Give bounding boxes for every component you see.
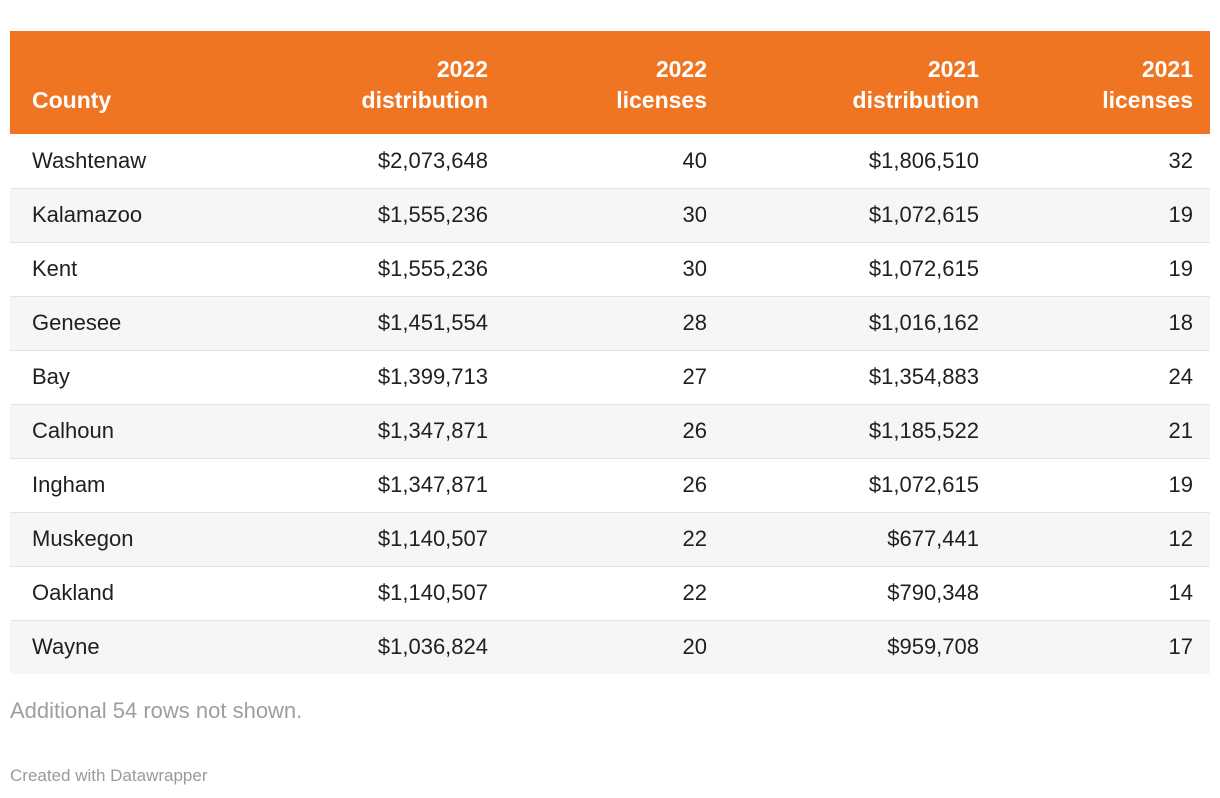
table-cell-2021-distribution: $1,072,615	[724, 457, 996, 512]
table-cell-2021-licenses: 32	[1168, 147, 1193, 173]
table-row: Muskegon $1,140,507 22 $677,441 12	[10, 511, 1210, 566]
table-cell-county: Ingham	[10, 457, 260, 512]
table-cell-2022-distribution: $1,347,871	[260, 457, 505, 512]
table-cell-2021-licenses: 17	[996, 619, 1210, 674]
table-cell-2022-licenses: 20	[505, 619, 724, 674]
table-cell-2021-licenses: 19	[996, 457, 1210, 512]
table-row: Bay $1,399,713 27 $1,354,883 24	[10, 349, 1210, 404]
table-cell-2022-distribution: $2,073,648	[377, 147, 488, 173]
table-cell-2022-distribution: $1,036,824	[260, 619, 505, 674]
table-cell-2022-licenses: 22	[505, 511, 724, 566]
table-cell-2022-distribution: $1,347,871	[260, 403, 505, 458]
column-header-county: County	[10, 31, 260, 134]
table-cell-2021-licenses: 12	[996, 511, 1210, 566]
table-cell-2022-licenses: 30	[505, 241, 724, 296]
rows-not-shown-note: Additional 54 rows not shown.	[10, 698, 303, 723]
table-cell-county: Oakland	[10, 565, 260, 620]
table-cell-county: Genesee	[10, 295, 260, 350]
header-row: County 2022 distribution 2022 licenses 2…	[10, 31, 1210, 134]
table-row: Oakland $1,140,507 22 $790,348 14	[10, 565, 1210, 620]
datawrapper-attribution: Created with Datawrapper	[10, 766, 208, 785]
table-cell-2022-licenses: 28	[505, 295, 724, 350]
table-cell-2021-licenses: 18	[996, 295, 1210, 350]
table-cell-2021-licenses: 19	[996, 241, 1210, 296]
table-cell-2022-licenses: 26	[505, 457, 724, 512]
table-cell-2021-distribution: $1,016,162	[724, 295, 996, 350]
table-row: Calhoun $1,347,871 26 $1,185,522 21	[10, 403, 1210, 458]
table-cell-2022-licenses: 30	[505, 187, 724, 242]
table-cell-2022-distribution: $1,140,507	[260, 511, 505, 566]
table-row: Kalamazoo $1,555,236 30 $1,072,615 19	[10, 187, 1210, 242]
table-cell-2022-distribution: $1,555,236	[260, 187, 505, 242]
table-cell-2021-licenses: 24	[996, 349, 1210, 404]
table-row: Genesee $1,451,554 28 $1,016,162 18	[10, 295, 1210, 350]
table-cell-2022-licenses: 26	[505, 403, 724, 458]
table-cell-2021-distribution: $1,354,883	[724, 349, 996, 404]
table-cell-county: Washtenaw	[32, 147, 147, 173]
table-cell-2022-distribution: $1,140,507	[260, 565, 505, 620]
table-cell-2021-distribution: $677,441	[724, 511, 996, 566]
table-cell-2022-distribution: $1,555,236	[260, 241, 505, 296]
table-cell-county: Wayne	[10, 619, 260, 674]
table-cell-2022-distribution: $1,451,554	[260, 295, 505, 350]
table-cell-2021-distribution: $1,072,615	[724, 241, 996, 296]
table-row: Washtenaw $2,073,648 40 $1,806,510 32	[10, 134, 1210, 188]
table-cell-county: Muskegon	[10, 511, 260, 566]
table-row: Wayne $1,036,824 20 $959,708 17	[10, 619, 1210, 674]
table-cell-county: Kalamazoo	[10, 187, 260, 242]
table-cell-2022-licenses: 27	[505, 349, 724, 404]
column-header-2021-licenses: 2021 licenses	[996, 31, 1210, 134]
table-row: Ingham $1,347,871 26 $1,072,615 19	[10, 457, 1210, 512]
table-cell-2022-distribution: $1,399,713	[260, 349, 505, 404]
column-header-2021-distribution: 2021 distribution	[724, 31, 996, 134]
table-cell-2021-licenses: 21	[996, 403, 1210, 458]
table-cell-county: Bay	[10, 349, 260, 404]
table-cell-2021-distribution: $790,348	[724, 565, 996, 620]
table-cell-2021-distribution: $1,072,615	[724, 187, 996, 242]
table-cell-2022-licenses: 40	[682, 147, 707, 173]
table-cell-2021-distribution: $959,708	[724, 619, 996, 674]
table-cell-county: Calhoun	[10, 403, 260, 458]
table-header: County 2022 distribution 2022 licenses 2…	[10, 31, 1210, 134]
table-body: Washtenaw $2,073,648 40 $1,806,510 32 Ka…	[10, 134, 1210, 674]
column-header-2022-licenses: 2022 licenses	[505, 31, 724, 134]
data-table: County 2022 distribution 2022 licenses 2…	[10, 31, 1210, 674]
table-cell-2021-licenses: 14	[996, 565, 1210, 620]
table-cell-2021-licenses: 19	[996, 187, 1210, 242]
column-header-2022-distribution: 2022 distribution	[260, 31, 505, 134]
table-cell-2022-licenses: 22	[505, 565, 724, 620]
table-row: Kent $1,555,236 30 $1,072,615 19	[10, 241, 1210, 296]
table-cell-2021-distribution: $1,806,510	[868, 147, 979, 173]
table-cell-2021-distribution: $1,185,522	[724, 403, 996, 458]
table-cell-county: Kent	[10, 241, 260, 296]
